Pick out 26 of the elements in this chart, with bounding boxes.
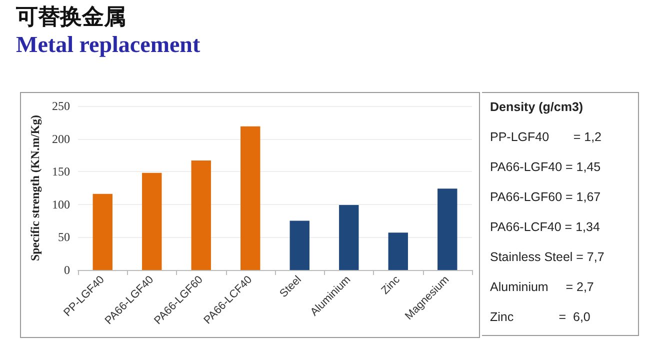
bar bbox=[240, 126, 260, 270]
text: Aluminium = 2,7 bbox=[490, 279, 595, 296]
chart-title: 可替换金属 bbox=[16, 4, 126, 32]
text: Stainless Steel = 7,7 bbox=[490, 249, 606, 266]
bar bbox=[142, 172, 162, 270]
bar bbox=[191, 160, 211, 270]
y-axis-title: Specific strength (KN.m/Kg) bbox=[28, 114, 42, 262]
y-tick-label: 200 bbox=[52, 132, 70, 146]
text: PA66-LGF40 = 1,45 bbox=[490, 159, 602, 176]
x-tick-label: Zinc bbox=[379, 273, 403, 297]
y-tick-label: 150 bbox=[52, 164, 70, 179]
text: PA66-LCF40 = 1,34 bbox=[490, 219, 601, 236]
chart-subtitle: Metal replacement bbox=[16, 32, 200, 58]
text: PA66-LGF60 = 1,67 bbox=[490, 189, 602, 206]
y-tick-label: 250 bbox=[52, 99, 70, 113]
y-tick-label: 100 bbox=[52, 197, 70, 212]
bar bbox=[388, 232, 408, 270]
text: PP-LGF40 = 1,2 bbox=[490, 129, 603, 146]
y-tick-label: 50 bbox=[58, 230, 70, 244]
y-tick-label: 0 bbox=[64, 263, 70, 277]
bar bbox=[92, 194, 112, 270]
bar bbox=[438, 188, 458, 270]
bar bbox=[339, 205, 359, 270]
text: Zinc = 6,0 bbox=[490, 309, 592, 326]
bar bbox=[290, 220, 310, 270]
text: Density (g/cm3) bbox=[490, 99, 584, 116]
